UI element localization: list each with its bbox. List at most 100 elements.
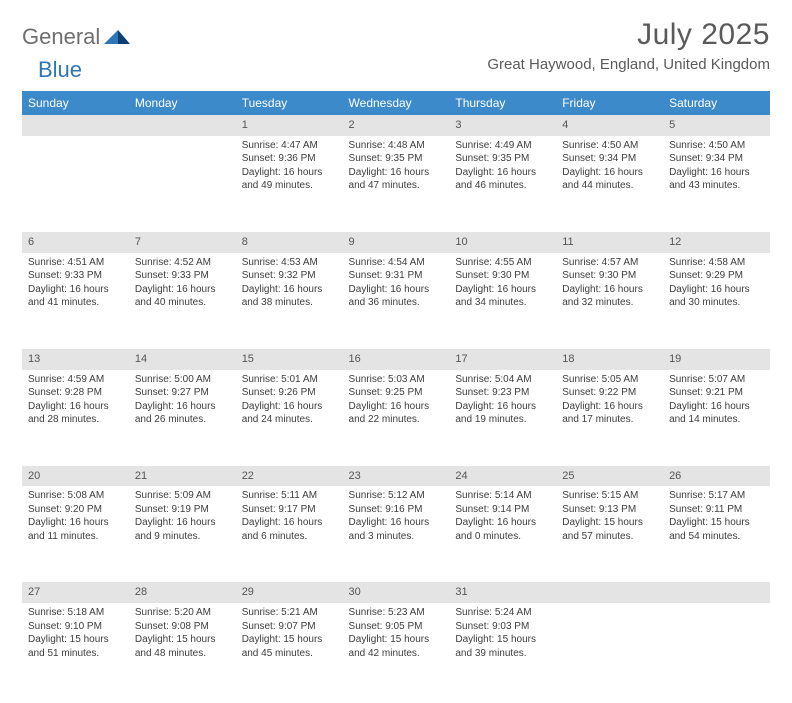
sunset-text: Sunset: 9:31 PM	[349, 269, 444, 283]
daylight-line2: and 22 minutes.	[349, 413, 444, 427]
day-cell: Sunrise: 4:57 AMSunset: 9:30 PMDaylight:…	[556, 253, 663, 343]
sunset-text: Sunset: 9:33 PM	[28, 269, 123, 283]
day-cell-body: Sunrise: 5:12 AMSunset: 9:16 PMDaylight:…	[343, 486, 450, 549]
day-number-cell: 13	[22, 349, 129, 370]
sunset-text: Sunset: 9:34 PM	[562, 152, 657, 166]
day-number-cell: 19	[663, 349, 770, 370]
day-cell-body: Sunrise: 5:20 AMSunset: 9:08 PMDaylight:…	[129, 603, 236, 666]
day-cell: Sunrise: 5:21 AMSunset: 9:07 PMDaylight:…	[236, 603, 343, 693]
day-cell-body: Sunrise: 4:50 AMSunset: 9:34 PMDaylight:…	[556, 136, 663, 199]
daylight-line1: Daylight: 16 hours	[562, 283, 657, 297]
day-cell-body: Sunrise: 5:23 AMSunset: 9:05 PMDaylight:…	[343, 603, 450, 666]
daylight-line1: Daylight: 16 hours	[669, 283, 764, 297]
daylight-line1: Daylight: 16 hours	[135, 400, 230, 414]
daylight-line2: and 38 minutes.	[242, 296, 337, 310]
sunset-text: Sunset: 9:10 PM	[28, 620, 123, 634]
day-number-cell: 26	[663, 466, 770, 487]
sunset-text: Sunset: 9:11 PM	[669, 503, 764, 517]
calendar-body: 12345Sunrise: 4:47 AMSunset: 9:36 PMDayl…	[22, 115, 770, 693]
daylight-line2: and 11 minutes.	[28, 530, 123, 544]
daylight-line1: Daylight: 15 hours	[135, 633, 230, 647]
sunrise-text: Sunrise: 5:20 AM	[135, 606, 230, 620]
sunrise-text: Sunrise: 5:05 AM	[562, 373, 657, 387]
day-number-cell: 23	[343, 466, 450, 487]
day-cell-body: Sunrise: 5:05 AMSunset: 9:22 PMDaylight:…	[556, 370, 663, 433]
day-cell: Sunrise: 4:50 AMSunset: 9:34 PMDaylight:…	[663, 136, 770, 226]
brand-text-blue: Blue	[38, 57, 82, 82]
calendar-page: General July 2025 Great Haywood, England…	[0, 0, 792, 703]
day-number-cell: 7	[129, 232, 236, 253]
sunrise-text: Sunrise: 5:01 AM	[242, 373, 337, 387]
day-cell: Sunrise: 5:14 AMSunset: 9:14 PMDaylight:…	[449, 486, 556, 576]
daylight-line2: and 54 minutes.	[669, 530, 764, 544]
day-number-cell: 29	[236, 582, 343, 603]
daylight-line1: Daylight: 16 hours	[669, 166, 764, 180]
sunrise-text: Sunrise: 4:47 AM	[242, 139, 337, 153]
sunset-text: Sunset: 9:26 PM	[242, 386, 337, 400]
daylight-line1: Daylight: 16 hours	[135, 283, 230, 297]
day-number-cell: 21	[129, 466, 236, 487]
daylight-line1: Daylight: 16 hours	[455, 166, 550, 180]
sunset-text: Sunset: 9:14 PM	[455, 503, 550, 517]
daylight-line1: Daylight: 16 hours	[349, 400, 444, 414]
day-cell	[556, 603, 663, 693]
day-number-cell: 9	[343, 232, 450, 253]
weekday-header: Sunday	[22, 91, 129, 115]
daylight-line1: Daylight: 16 hours	[349, 516, 444, 530]
sunrise-text: Sunrise: 4:50 AM	[669, 139, 764, 153]
daylight-line2: and 41 minutes.	[28, 296, 123, 310]
day-cell-body: Sunrise: 4:50 AMSunset: 9:34 PMDaylight:…	[663, 136, 770, 199]
day-number-cell: 31	[449, 582, 556, 603]
title-block: July 2025 Great Haywood, England, United…	[487, 18, 770, 73]
calendar-table: Sunday Monday Tuesday Wednesday Thursday…	[22, 91, 770, 693]
day-cell-body: Sunrise: 5:01 AMSunset: 9:26 PMDaylight:…	[236, 370, 343, 433]
sunset-text: Sunset: 9:21 PM	[669, 386, 764, 400]
day-cell-body: Sunrise: 4:49 AMSunset: 9:35 PMDaylight:…	[449, 136, 556, 199]
day-body-row: Sunrise: 4:51 AMSunset: 9:33 PM Daylight:…	[22, 253, 770, 343]
daylight-line2: and 36 minutes.	[349, 296, 444, 310]
daylight-line1: Daylight: 16 hours	[135, 516, 230, 530]
daylight-line2: and 49 minutes.	[242, 179, 337, 193]
daylight-line1: Daylight: 15 hours	[455, 633, 550, 647]
day-number-cell: 28	[129, 582, 236, 603]
sunset-text: Sunset: 9:13 PM	[562, 503, 657, 517]
day-number-cell: 18	[556, 349, 663, 370]
sunrise-text: Sunrise: 5:08 AM	[28, 489, 123, 503]
day-cell: Sunrise: 5:20 AMSunset: 9:08 PMDaylight:…	[129, 603, 236, 693]
sunrise-text: Sunrise: 5:21 AM	[242, 606, 337, 620]
daylight-line2: and 40 minutes.	[135, 296, 230, 310]
weekday-header: Wednesday	[343, 91, 450, 115]
sunset-text: Sunset: 9:35 PM	[455, 152, 550, 166]
day-cell-body: Sunrise: 4:53 AMSunset: 9:32 PMDaylight:…	[236, 253, 343, 316]
weekday-header: Thursday	[449, 91, 556, 115]
sunset-text: Sunset: 9:34 PM	[669, 152, 764, 166]
sunrise-text: Sunrise: 5:03 AM	[349, 373, 444, 387]
sunrise-text: Sunrise: 5:04 AM	[455, 373, 550, 387]
day-cell-body: Sunrise: 5:18 AMSunset: 9:10 PMDaylight:…	[22, 603, 129, 666]
daylight-line1: Daylight: 15 hours	[562, 516, 657, 530]
sunrise-text: Sunrise: 5:17 AM	[669, 489, 764, 503]
day-body-row: Sunrise: 4:47 AMSunset: 9:36 PMDaylight:…	[22, 136, 770, 226]
sunrise-text: Sunrise: 4:55 AM	[455, 256, 550, 270]
sunrise-text: Sunrise: 5:12 AM	[349, 489, 444, 503]
day-cell-body: Sunrise: 4:59 AMSunset: 9:28 PMDaylight:…	[22, 370, 129, 433]
daylight-line2: and 26 minutes.	[135, 413, 230, 427]
day-cell: Sunrise: 5:23 AMSunset: 9:05 PMDaylight:…	[343, 603, 450, 693]
day-cell: Sunrise: 5:18 AMSunset: 9:10 PMDaylight:…	[22, 603, 129, 693]
day-number-row: 13141516171819	[22, 349, 770, 370]
day-number-cell: 25	[556, 466, 663, 487]
daylight-line1: Daylight: 16 hours	[242, 166, 337, 180]
day-number-cell: 16	[343, 349, 450, 370]
location-text: Great Haywood, England, United Kingdom	[487, 56, 770, 73]
day-number-cell: 22	[236, 466, 343, 487]
sunrise-text: Sunrise: 5:14 AM	[455, 489, 550, 503]
day-number-cell: 11	[556, 232, 663, 253]
day-cell: Sunrise: 4:47 AMSunset: 9:36 PMDaylight:…	[236, 136, 343, 226]
day-number-cell: 4	[556, 115, 663, 136]
day-cell: Sunrise: 5:09 AMSunset: 9:19 PMDaylight:…	[129, 486, 236, 576]
sunrise-text: Sunrise: 4:51 AM	[28, 256, 123, 270]
daylight-line1: Daylight: 15 hours	[349, 633, 444, 647]
daylight-line2: and 47 minutes.	[349, 179, 444, 193]
sunset-text: Sunset: 9:30 PM	[455, 269, 550, 283]
sunset-text: Sunset: 9:23 PM	[455, 386, 550, 400]
